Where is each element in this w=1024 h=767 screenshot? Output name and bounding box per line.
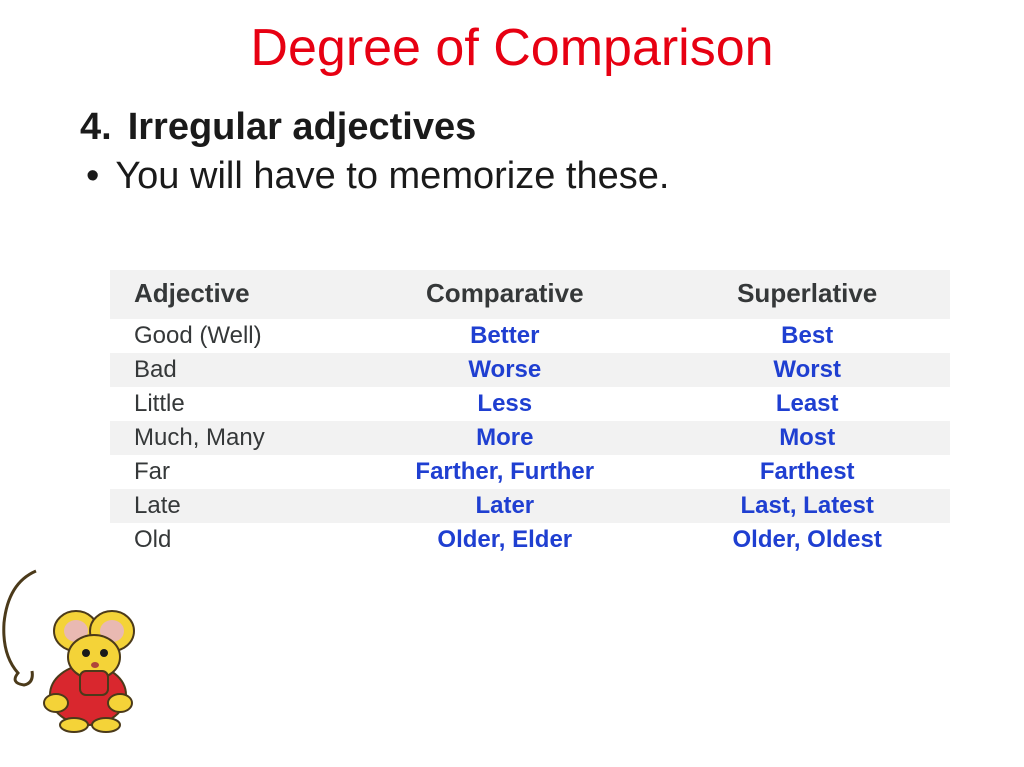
table-row: Much, ManyMoreMost	[110, 421, 950, 455]
cell-comparative: Later	[345, 489, 664, 523]
cell-comparative: Older, Elder	[345, 523, 664, 557]
cell-comparative: More	[345, 421, 664, 455]
cell-superlative: Most	[664, 421, 950, 455]
cell-comparative: Worse	[345, 353, 664, 387]
cell-comparative: Farther, Further	[345, 455, 664, 489]
th-comparative: Comparative	[345, 270, 664, 319]
th-adjective: Adjective	[110, 270, 345, 319]
section-heading: 4. Irregular adjectives	[80, 106, 984, 149]
bullet-item: • You will have to memorize these.	[80, 155, 984, 198]
slide: Degree of Comparison 4. Irregular adject…	[0, 0, 1024, 767]
cell-adjective: Bad	[110, 353, 345, 387]
cell-superlative: Last, Latest	[664, 489, 950, 523]
table-header-row: Adjective Comparative Superlative	[110, 270, 950, 319]
mouse-illustration	[0, 563, 160, 733]
table-row: BadWorseWorst	[110, 353, 950, 387]
page-title: Degree of Comparison	[80, 18, 984, 78]
cell-adjective: Much, Many	[110, 421, 345, 455]
cell-superlative: Farthest	[664, 455, 950, 489]
cell-adjective: Little	[110, 387, 345, 421]
cell-adjective: Old	[110, 523, 345, 557]
table-row: OldOlder, ElderOlder, Oldest	[110, 523, 950, 557]
table-row: Good (Well)BetterBest	[110, 319, 950, 353]
cell-comparative: Less	[345, 387, 664, 421]
cell-comparative: Better	[345, 319, 664, 353]
bullet-icon: •	[86, 157, 99, 195]
table-row: LateLaterLast, Latest	[110, 489, 950, 523]
cell-adjective: Late	[110, 489, 345, 523]
section-title: Irregular adjectives	[128, 106, 477, 149]
comparison-table: Adjective Comparative Superlative Good (…	[110, 270, 950, 557]
cell-adjective: Good (Well)	[110, 319, 345, 353]
cell-superlative: Older, Oldest	[664, 523, 950, 557]
comparison-table-wrap: Adjective Comparative Superlative Good (…	[110, 270, 950, 557]
bullet-text: You will have to memorize these.	[115, 155, 669, 198]
cell-superlative: Worst	[664, 353, 950, 387]
section-number: 4.	[80, 106, 112, 149]
table-row: FarFarther, FurtherFarthest	[110, 455, 950, 489]
th-superlative: Superlative	[664, 270, 950, 319]
cell-adjective: Far	[110, 455, 345, 489]
table-body: Good (Well)BetterBestBadWorseWorstLittle…	[110, 319, 950, 557]
mouse-icon	[0, 563, 160, 733]
cell-superlative: Best	[664, 319, 950, 353]
table-row: LittleLessLeast	[110, 387, 950, 421]
cell-superlative: Least	[664, 387, 950, 421]
